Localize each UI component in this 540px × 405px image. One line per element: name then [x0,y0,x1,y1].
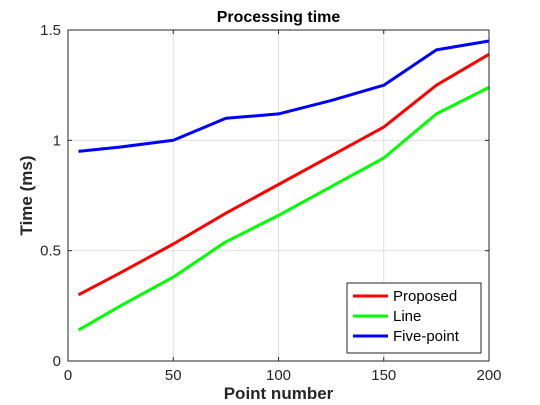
series-lines [77,39,490,332]
y-tick-label: 1 [53,132,61,149]
series-line-line [77,86,490,332]
ticks: 0 50 100 150 200 0 0.5 1 1.5 [40,22,501,384]
legend-label-proposed: Proposed [393,288,457,305]
legend: Proposed Line Five-point [346,282,482,354]
x-tick-label: 100 [266,367,291,384]
y-tick-label: 1.5 [40,22,61,39]
x-tick-label: 50 [165,367,182,384]
x-tick-label: 200 [476,367,501,384]
x-tick-label: 0 [64,367,72,384]
y-tick-label: 0.5 [40,243,61,260]
y-axis-label: Time (ms) [17,156,36,236]
x-axis-label: Point number [224,384,334,403]
x-tick-label: 150 [371,367,396,384]
series-line-five-point [78,39,490,153]
chart-title: Processing time [217,9,341,26]
legend-label-five-point: Five-point [393,328,460,345]
series-line-proposed [77,53,490,297]
legend-label-line: Line [393,308,421,325]
y-tick-label: 0 [53,353,61,370]
